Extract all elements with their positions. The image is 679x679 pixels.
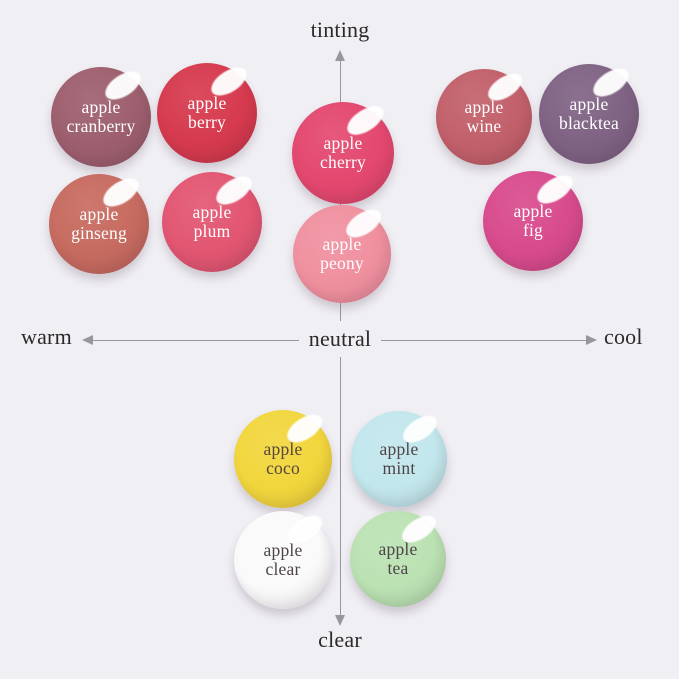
product-bubble-ginseng: apple ginseng xyxy=(49,172,149,274)
axis-label-warm: warm xyxy=(21,324,72,349)
product-label-line: apple xyxy=(379,438,419,459)
axis-label-cool: cool xyxy=(604,324,643,349)
product-bubble-peony: apple peony xyxy=(293,203,391,303)
product-label-line: coco xyxy=(266,458,300,478)
product-bubble-plum: apple plum xyxy=(162,170,262,272)
arrow-right-icon xyxy=(586,334,597,345)
product-label-line: apple xyxy=(79,203,119,224)
product-label-line: tea xyxy=(387,558,409,578)
product-label-line: blacktea xyxy=(559,113,619,133)
product-label-line: apple xyxy=(513,200,553,221)
product-bubble-cherry: apple cherry xyxy=(292,100,394,204)
product-label: apple fig xyxy=(483,171,583,271)
product-label: apple coco xyxy=(234,410,332,508)
axis-label-neutral: neutral xyxy=(308,326,372,351)
product-label-line: plum xyxy=(193,221,231,241)
product-label-line: apple xyxy=(569,93,609,114)
product-label-line: apple xyxy=(187,92,227,113)
product-label-line: clear xyxy=(265,559,301,579)
arrow-left-icon xyxy=(82,334,93,345)
product-bubble-mint: apple mint xyxy=(351,409,447,507)
product-label: apple blacktea xyxy=(539,64,639,164)
product-label: apple cranberry xyxy=(51,67,151,167)
product-label-line: berry xyxy=(188,112,226,132)
product-bubble-clear: apple clear xyxy=(234,509,332,609)
product-label: apple plum xyxy=(162,172,262,272)
product-label-line: wine xyxy=(466,116,502,136)
product-label-line: peony xyxy=(320,253,364,273)
arrow-down-icon xyxy=(334,615,345,626)
product-label-line: cranberry xyxy=(66,116,136,136)
product-label-line: apple xyxy=(378,538,418,559)
product-bubble-coco: apple coco xyxy=(234,408,332,508)
product-label-line: fig xyxy=(522,220,544,240)
product-label: apple clear xyxy=(234,511,332,609)
product-label-line: mint xyxy=(382,458,416,478)
product-bubble-cranberry: apple cranberry xyxy=(51,65,151,167)
product-label: apple wine xyxy=(436,69,532,165)
product-label-line: apple xyxy=(323,132,363,153)
product-bubble-wine: apple wine xyxy=(436,67,532,165)
arrow-up-icon xyxy=(334,50,345,61)
product-label-line: apple xyxy=(263,539,303,560)
horizontal-axis-line-left xyxy=(88,339,299,341)
product-label: apple berry xyxy=(157,63,257,163)
product-label-line: apple xyxy=(263,438,303,459)
product-label: apple cherry xyxy=(292,102,394,204)
product-bubble-fig: apple fig xyxy=(483,169,583,271)
product-label: apple ginseng xyxy=(49,174,149,274)
horizontal-axis-line-right xyxy=(381,339,591,341)
product-label-line: apple xyxy=(464,96,504,117)
vertical-axis-line-lower xyxy=(339,357,341,616)
product-bubble-blacktea: apple blacktea xyxy=(539,62,639,164)
axis-label-clear: clear xyxy=(318,627,362,652)
product-label-line: ginseng xyxy=(71,223,127,243)
product-bubble-berry: apple berry xyxy=(157,61,257,163)
product-bubble-tea: apple tea xyxy=(350,509,446,607)
product-label: apple peony xyxy=(293,205,391,303)
axis-label-tinting: tinting xyxy=(310,17,370,42)
product-label-line: apple xyxy=(81,96,121,117)
product-label: apple tea xyxy=(350,511,446,607)
product-label-line: cherry xyxy=(320,152,366,172)
product-label-line: apple xyxy=(322,233,362,254)
product-label: apple mint xyxy=(351,411,447,507)
product-label-line: apple xyxy=(192,201,232,222)
